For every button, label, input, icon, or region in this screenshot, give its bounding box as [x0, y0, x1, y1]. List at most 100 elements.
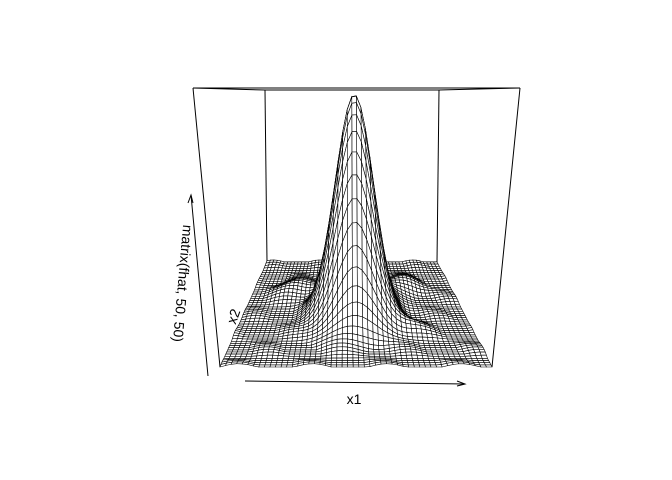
surface-facet	[314, 361, 321, 365]
surface-facet	[341, 350, 348, 355]
surface-facet	[351, 198, 358, 224]
surface-facet	[300, 289, 306, 295]
surface-facet	[262, 336, 269, 340]
surface-facet	[401, 358, 408, 361]
surface-facet	[336, 362, 343, 366]
surface-facet	[422, 340, 430, 344]
surface-facet	[336, 333, 343, 340]
surface-facet	[276, 360, 283, 364]
surface-facet	[405, 351, 412, 356]
box-edge-top-left	[192, 87, 266, 91]
surface-facet	[282, 317, 289, 321]
surface-facet	[342, 325, 348, 335]
surface-facet	[351, 102, 357, 116]
surface-facet	[336, 353, 343, 359]
surface-facet	[275, 364, 282, 368]
surface-facet	[437, 353, 445, 357]
surface-facet	[308, 361, 315, 365]
surface-facet	[352, 360, 359, 364]
surface-facet	[269, 364, 277, 368]
surface-facet	[412, 362, 420, 366]
surface-facet	[260, 358, 268, 361]
surface-facet	[254, 358, 262, 361]
surface-facet	[287, 313, 294, 316]
surface-facet	[347, 315, 353, 327]
surface-facet	[405, 354, 413, 359]
surface-facet	[351, 151, 358, 176]
surface-facet	[295, 347, 302, 351]
surface-facet	[264, 362, 272, 366]
surface-facet	[380, 361, 387, 365]
surface-facet	[400, 354, 408, 359]
surface-facet	[272, 334, 279, 338]
surface-facet	[287, 315, 294, 319]
surface-facet	[277, 355, 284, 359]
surface-facet	[347, 285, 353, 306]
surface-facet	[352, 364, 360, 368]
surface-facet	[299, 351, 306, 355]
surface-facet	[276, 358, 284, 361]
surface-facet	[336, 360, 343, 364]
surface-facet	[261, 354, 268, 359]
surface-facet	[289, 308, 295, 312]
surface-facet	[330, 357, 338, 361]
surface-facet	[305, 349, 312, 353]
surface-facet	[428, 360, 436, 364]
surface-facet	[250, 355, 258, 359]
surface-facet	[421, 355, 429, 359]
surface-facet	[300, 293, 306, 298]
surface-facet	[290, 343, 297, 346]
surface-facet	[351, 114, 357, 133]
surface-facet	[418, 362, 426, 366]
surface-facet	[347, 364, 354, 368]
surface-facet	[407, 362, 415, 366]
surface-facet	[255, 355, 263, 359]
surface-facet	[356, 285, 363, 305]
surface-facet	[296, 340, 303, 344]
surface-facet	[305, 287, 311, 292]
surface-facet	[357, 354, 365, 359]
surface-facet	[289, 349, 296, 353]
surface-facet	[341, 364, 349, 368]
surface-facet	[352, 285, 358, 303]
surface-facet	[310, 282, 316, 286]
surface-facet	[347, 357, 354, 361]
surface-facet	[310, 349, 317, 353]
surface-facet	[240, 353, 248, 357]
surface-facet	[341, 338, 348, 344]
x1-axis-label: x1	[347, 391, 362, 407]
surface-facet	[286, 362, 294, 366]
surface-facet	[330, 360, 338, 364]
surface-facet	[358, 359, 365, 364]
surface-facet	[352, 362, 360, 366]
surface-facet	[268, 332, 275, 336]
surface-facet	[280, 364, 288, 368]
surface-facet	[271, 354, 279, 359]
surface-facet	[415, 328, 423, 334]
surface-facet	[284, 347, 292, 351]
surface-facet	[270, 362, 277, 366]
surface-facet	[383, 351, 391, 355]
surface-facet	[427, 358, 435, 361]
surface-facet	[351, 174, 358, 200]
surface-facet	[336, 346, 343, 352]
surface-facet	[265, 360, 273, 364]
surface-facet	[341, 357, 348, 361]
surface-facet	[347, 301, 353, 318]
surface-facet	[418, 364, 426, 368]
surface-facet	[282, 315, 289, 319]
surface-facet	[351, 222, 358, 247]
surface-facet	[300, 345, 307, 349]
surface-facet	[352, 315, 358, 327]
surface-facet	[395, 355, 402, 359]
surface-facet	[347, 360, 354, 364]
surface-facet	[290, 345, 297, 349]
surface-facet	[406, 358, 414, 361]
surface-facet	[358, 362, 365, 366]
surface-facet	[422, 358, 430, 361]
surface-facet	[261, 351, 269, 356]
surface-facet	[351, 95, 357, 104]
surface-facet	[259, 360, 267, 364]
surface-facet	[302, 361, 310, 366]
surface-facet	[295, 345, 302, 349]
